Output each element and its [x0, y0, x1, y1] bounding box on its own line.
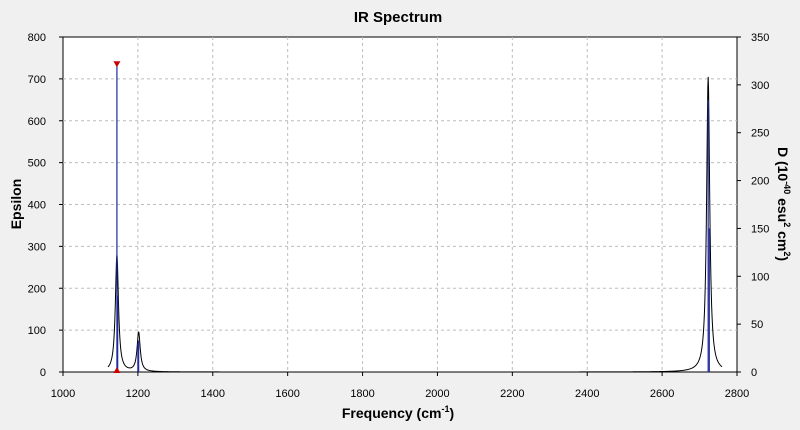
x-tick-label: 1400: [201, 388, 225, 400]
selected-peak-top-marker: [113, 61, 121, 68]
y-axis-right-label: D (10-40 esu2 cm2): [775, 147, 792, 261]
y-left-tick-label: 700: [28, 74, 46, 86]
selected-peak-base-marker: [113, 367, 121, 373]
x-axis-label: Frequency (cm-1): [342, 404, 454, 421]
x-axis-label-sup: -1: [441, 404, 449, 414]
x-tick-label: 2000: [425, 388, 449, 400]
y-right-tick-label: 250: [751, 128, 769, 140]
y-left-tick-label: 800: [28, 32, 46, 44]
x-tick-label: 1000: [51, 388, 75, 400]
y-left-tick-label: 400: [28, 200, 46, 212]
y-axis-left-label: Epsilon: [8, 179, 24, 230]
y-right-p2: esu: [775, 194, 791, 222]
y-right-p4: ): [775, 256, 791, 261]
x-axis-label-main: Frequency (cm: [342, 405, 442, 421]
y-right-tick-label: 200: [751, 176, 769, 188]
x-tick-label: 2400: [575, 388, 599, 400]
y-left-tick-label: 500: [28, 158, 46, 170]
x-tick-label: 2600: [650, 388, 674, 400]
y-right-sup2: 2: [782, 222, 792, 227]
x-axis-label-tail: ): [449, 405, 454, 421]
grid-layer: [63, 37, 737, 372]
stick-layer: [116, 63, 710, 372]
y-left-tick-label: 0: [40, 367, 46, 379]
x-tick-label: 1200: [126, 388, 150, 400]
y-right-sup3: 2: [782, 251, 792, 256]
spectrum-layer: [107, 76, 723, 373]
y-right-sup1: -40: [782, 181, 792, 194]
y-right-tick-label: 300: [751, 80, 769, 92]
y-right-tick-label: 50: [751, 319, 763, 331]
x-tick-label: 2200: [500, 388, 524, 400]
chart-title: IR Spectrum: [354, 9, 442, 26]
y-right-tick-label: 350: [751, 32, 769, 44]
y-right-p1: D (10: [775, 147, 791, 181]
y-right-p3: cm: [775, 227, 791, 251]
y-right-tick-label: 0: [751, 367, 757, 379]
x-tick-label: 1800: [350, 388, 374, 400]
ticks-layer: 1000 1200 1400 1600 1800 2000 2200 2400 2600 2800…: [28, 32, 770, 400]
x-tick-label: 1600: [275, 388, 299, 400]
y-left-tick-label: 100: [28, 325, 46, 337]
marker-layer: [113, 61, 121, 373]
spectrum-line: [107, 76, 723, 373]
y-left-tick-label: 200: [28, 283, 46, 295]
y-right-tick-label: 100: [751, 271, 769, 283]
x-tick-label: 2800: [725, 388, 749, 400]
y-left-tick-label: 600: [28, 116, 46, 128]
y-left-tick-label: 300: [28, 241, 46, 253]
y-right-tick-label: 150: [751, 223, 769, 235]
